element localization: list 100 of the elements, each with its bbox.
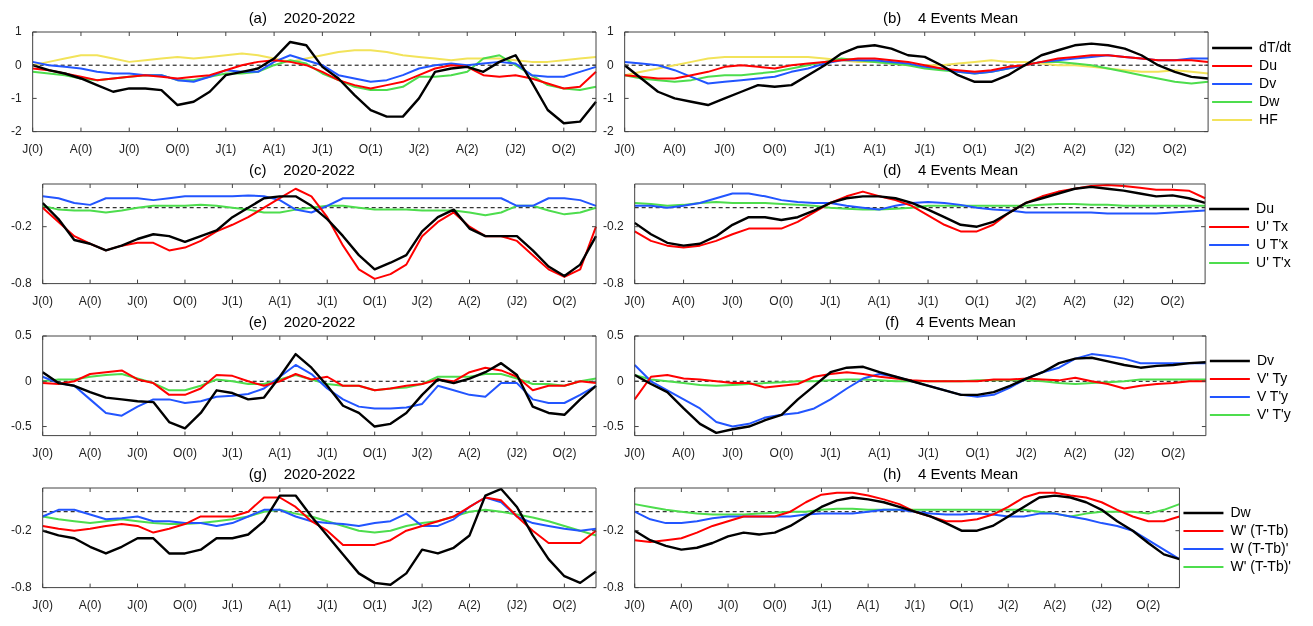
x-tick-label: O(1): [965, 446, 990, 461]
y-tick-label: -0.2: [602, 523, 624, 537]
x-tick-label: O(2): [551, 142, 576, 157]
x-tick-label: J(1): [222, 446, 243, 461]
chart-title: (g) 2020-2022: [248, 465, 356, 483]
x-tick-label: O(1): [362, 294, 387, 309]
x-tick-label: J(0): [22, 142, 44, 157]
legend-label: Dv: [1259, 74, 1277, 91]
x-tick-label: O(2): [552, 294, 577, 309]
x-tick-label: A(2): [458, 446, 481, 461]
x-tick-label: J(1): [918, 446, 939, 461]
x-tick-label: J(0): [118, 142, 140, 157]
legend-label: Du: [1256, 199, 1275, 216]
x-tick-label: J(1): [316, 446, 338, 461]
x-tick-label: J(2): [997, 598, 1019, 613]
x-tick-label: (J2): [1114, 142, 1136, 157]
y-tick-label: -0.8: [602, 579, 624, 594]
x-tick-label: J(0): [127, 598, 148, 613]
x-tick-label: J(1): [215, 142, 237, 157]
x-tick-label: J(2): [411, 446, 433, 461]
x-tick-label: A(0): [69, 142, 93, 157]
x-tick-label: O(0): [769, 446, 794, 461]
x-tick-label: J(2): [411, 598, 433, 613]
legend-label: Dw: [1230, 503, 1252, 520]
x-tick-label: J(0): [624, 446, 646, 461]
legend-label: Dw: [1259, 92, 1281, 109]
x-tick-label: J(2): [411, 294, 433, 309]
x-tick-label: A(1): [262, 142, 286, 157]
x-tick-label: J(1): [222, 598, 243, 613]
x-tick-label: O(1): [362, 446, 387, 461]
x-tick-label: J(1): [312, 142, 333, 157]
y-tick-label: -0.5: [10, 418, 32, 433]
x-tick-label: J(1): [811, 598, 832, 613]
x-tick-label: A(0): [78, 446, 102, 461]
x-tick-label: A(1): [268, 294, 292, 309]
x-tick-label: O(1): [949, 598, 974, 613]
x-tick-label: (J2): [506, 446, 528, 461]
x-tick-label: J(2): [1015, 294, 1037, 309]
legend-label: V' Ty: [1256, 369, 1288, 386]
y-tick-label: 0: [606, 57, 614, 72]
x-tick-label: A(1): [867, 294, 891, 309]
x-tick-label: A(0): [672, 294, 695, 309]
x-tick-label: J(0): [624, 294, 646, 309]
x-tick-label: J(0): [614, 142, 636, 157]
x-tick-label: J(0): [722, 446, 743, 461]
x-tick-label: O(2): [1161, 446, 1186, 461]
x-tick-label: J(0): [717, 598, 739, 613]
x-tick-label: J(1): [316, 294, 338, 309]
x-tick-label: O(2): [552, 598, 577, 613]
legend-label: W' (T-Tb): [1230, 521, 1289, 538]
chart-title: (f) 4 Events Mean: [885, 313, 1016, 331]
x-tick-label: J(1): [914, 142, 936, 157]
x-tick-label: A(0): [78, 294, 102, 309]
x-tick-label: O(2): [552, 446, 577, 461]
x-tick-label: J(1): [316, 598, 338, 613]
y-tick-label: -1: [11, 90, 22, 105]
x-tick-label: J(1): [819, 294, 841, 309]
chart-title: (d) 4 Events Mean: [882, 161, 1019, 179]
x-tick-label: A(0): [663, 142, 687, 157]
x-tick-label: A(1): [856, 598, 880, 613]
x-tick-label: A(2): [1063, 446, 1087, 461]
x-tick-label: A(1): [863, 142, 887, 157]
x-tick-label: J(2): [1014, 142, 1036, 157]
x-tick-label: J(0): [624, 598, 646, 613]
x-tick-label: O(0): [172, 598, 197, 613]
x-tick-label: (J2): [505, 142, 526, 157]
x-tick-label: J(1): [820, 446, 841, 461]
legend-label: U T'x: [1256, 235, 1289, 252]
y-tick-label: -0.8: [10, 275, 32, 290]
y-tick-label: 0.5: [14, 328, 32, 343]
chart-title: (c) 2020-2022: [249, 161, 355, 179]
x-tick-label: J(0): [127, 294, 148, 309]
x-tick-label: A(2): [458, 294, 481, 309]
x-tick-label: O(0): [762, 142, 787, 157]
legend-label: Du: [1259, 56, 1277, 73]
y-tick-label: -0.2: [10, 523, 32, 537]
legend-label: U' Tx: [1256, 217, 1289, 234]
x-tick-label: J(2): [408, 142, 430, 157]
x-tick-label: J(0): [127, 446, 148, 461]
x-tick-label: A(2): [458, 598, 481, 613]
y-tick-label: -0.8: [602, 275, 624, 290]
x-tick-label: J(0): [32, 598, 54, 613]
x-tick-label: J(0): [714, 142, 736, 157]
x-tick-label: J(1): [814, 142, 836, 157]
x-tick-label: A(1): [268, 598, 292, 613]
legend-label: V' T'y: [1256, 405, 1291, 422]
y-tick-label: -2: [603, 123, 614, 138]
legend-label: W' (T-Tb)': [1230, 557, 1292, 574]
x-tick-label: A(2): [455, 142, 479, 157]
legend-label: W (T-Tb)': [1230, 539, 1289, 556]
x-tick-label: A(0): [672, 446, 695, 461]
x-tick-label: O(2): [1136, 598, 1161, 613]
y-tick-label: 1: [606, 24, 614, 39]
x-tick-label: J(2): [1016, 446, 1037, 461]
x-tick-label: J(0): [32, 294, 54, 309]
y-tick-label: -2: [11, 123, 22, 138]
x-tick-label: (J2): [1113, 446, 1135, 461]
x-tick-label: J(0): [722, 294, 743, 309]
x-tick-label: (J2): [506, 294, 528, 309]
x-tick-label: A(1): [268, 446, 292, 461]
